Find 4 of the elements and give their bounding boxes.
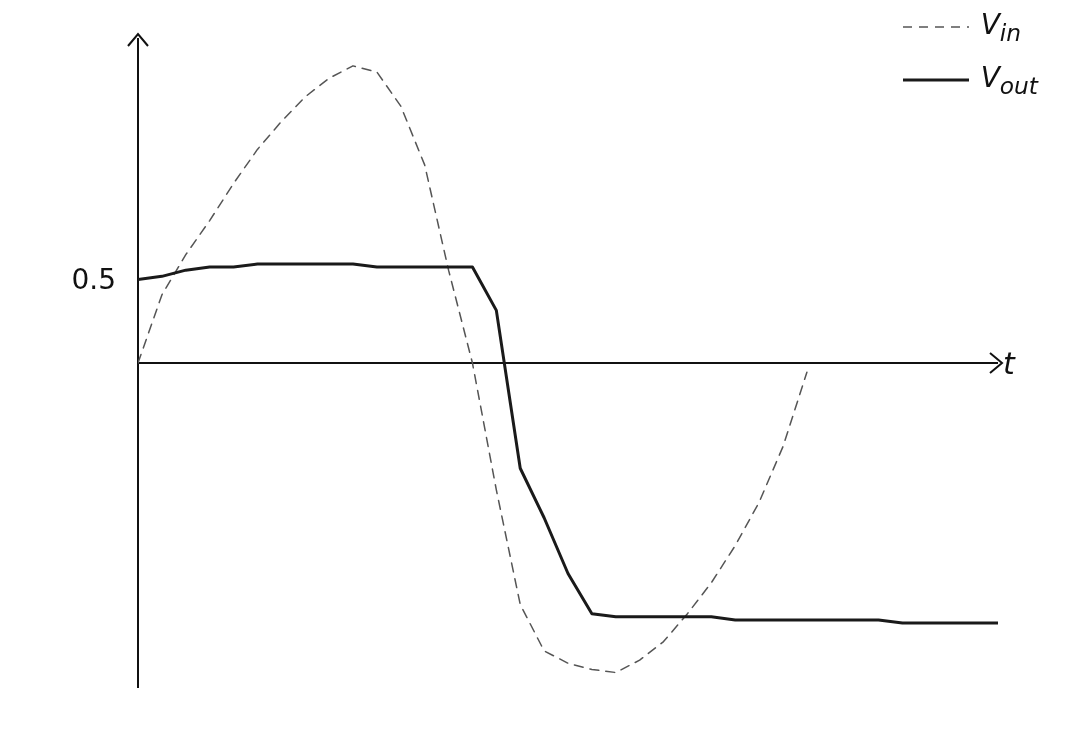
legend-label: V$_{out}$: [980, 60, 1038, 100]
legend-label: V$_{in}$: [980, 8, 1022, 47]
x-axis-title: t: [1003, 345, 1016, 381]
text: 0.5: [71, 263, 116, 297]
